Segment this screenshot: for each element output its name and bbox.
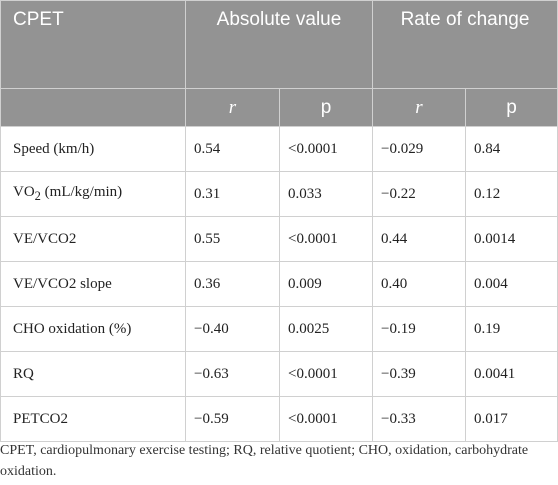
table-row: CHO oxidation (%) −0.40 0.0025 −0.19 0.19: [0, 306, 558, 352]
cell-r-absolute: 0.31: [185, 171, 280, 217]
table-footnote: CPET, cardiopulmonary exercise testing; …: [0, 443, 529, 479]
cell-r-absolute: 0.55: [185, 216, 280, 262]
header-rate-of-change: Rate of change: [372, 0, 558, 89]
cell-r-absolute: −0.40: [185, 306, 280, 352]
row-label: VO2 (mL/kg/min): [0, 171, 186, 217]
header-absolute-value: Absolute value: [185, 0, 373, 89]
cell-p-rate: 0.84: [465, 126, 558, 172]
cell-r-absolute: −0.63: [185, 351, 280, 397]
cell-p-rate: 0.004: [465, 261, 558, 307]
row-label-text: Speed (km/h): [13, 140, 95, 157]
cell-p-rate: 0.0014: [465, 216, 558, 262]
table-row: Speed (km/h) 0.54 <0.0001 −0.029 0.84: [0, 126, 558, 172]
row-label-text: VO: [13, 184, 35, 200]
row-label-text: RQ: [13, 365, 34, 382]
row-label-text: VE/VCO2: [13, 230, 77, 247]
cell-r-rate: −0.029: [372, 126, 466, 172]
cell-p-absolute: <0.0001: [279, 351, 373, 397]
cell-r-rate: 0.44: [372, 216, 466, 262]
cell-r-rate: −0.39: [372, 351, 466, 397]
cell-r-absolute: −0.59: [185, 396, 280, 442]
header-row-groups: CPET Absolute value Rate of change: [0, 0, 558, 89]
correlation-table: CPET Absolute value Rate of change r p r…: [0, 0, 558, 442]
row-label-text: PETCO2: [13, 410, 69, 427]
cell-p-absolute: 0.0025: [279, 306, 373, 352]
cell-r-absolute: 0.54: [185, 126, 280, 172]
row-label: CHO oxidation (%): [0, 306, 186, 352]
cell-r-rate: −0.33: [372, 396, 466, 442]
cell-r-rate: −0.22: [372, 171, 466, 217]
cell-p-rate: 0.19: [465, 306, 558, 352]
table-row: PETCO2 −0.59 <0.0001 −0.33 0.017: [0, 396, 558, 442]
row-label-text: VE/VCO2 slope: [13, 275, 112, 292]
row-label: VE/VCO2 slope: [0, 261, 186, 307]
row-label: Speed (km/h): [0, 126, 186, 172]
cell-r-absolute: 0.36: [185, 261, 280, 307]
row-label-unit: (mL/kg/min): [40, 184, 123, 200]
header-blank: [0, 88, 186, 127]
cell-r-rate: 0.40: [372, 261, 466, 307]
row-label-subscript: 2: [34, 189, 41, 203]
header-r-rate: r: [372, 88, 466, 127]
row-label-text: CHO oxidation (%): [13, 320, 132, 337]
row-label: PETCO2: [0, 396, 186, 442]
table-row: VE/VCO2 slope 0.36 0.009 0.40 0.004: [0, 261, 558, 307]
table-row: RQ −0.63 <0.0001 −0.39 0.0041: [0, 351, 558, 397]
cell-p-absolute: 0.009: [279, 261, 373, 307]
cell-p-absolute: <0.0001: [279, 216, 373, 262]
table-row: VO2 (mL/kg/min) 0.31 0.033 −0.22 0.12: [0, 171, 558, 217]
row-label: RQ: [0, 351, 186, 397]
header-p-absolute: p: [279, 88, 373, 127]
header-row-stats: r p r p: [0, 88, 558, 127]
cell-p-rate: 0.0041: [465, 351, 558, 397]
header-p-rate: p: [465, 88, 558, 127]
cell-p-absolute: <0.0001: [279, 126, 373, 172]
cell-r-rate: −0.19: [372, 306, 466, 352]
row-label: VE/VCO2: [0, 216, 186, 262]
table-row: VE/VCO2 0.55 <0.0001 0.44 0.0014: [0, 216, 558, 262]
header-r-absolute: r: [185, 88, 280, 127]
header-cpet: CPET: [0, 0, 186, 89]
cell-p-rate: 0.12: [465, 171, 558, 217]
cell-p-rate: 0.017: [465, 396, 558, 442]
cell-p-absolute: 0.033: [279, 171, 373, 217]
cell-p-absolute: <0.0001: [279, 396, 373, 442]
